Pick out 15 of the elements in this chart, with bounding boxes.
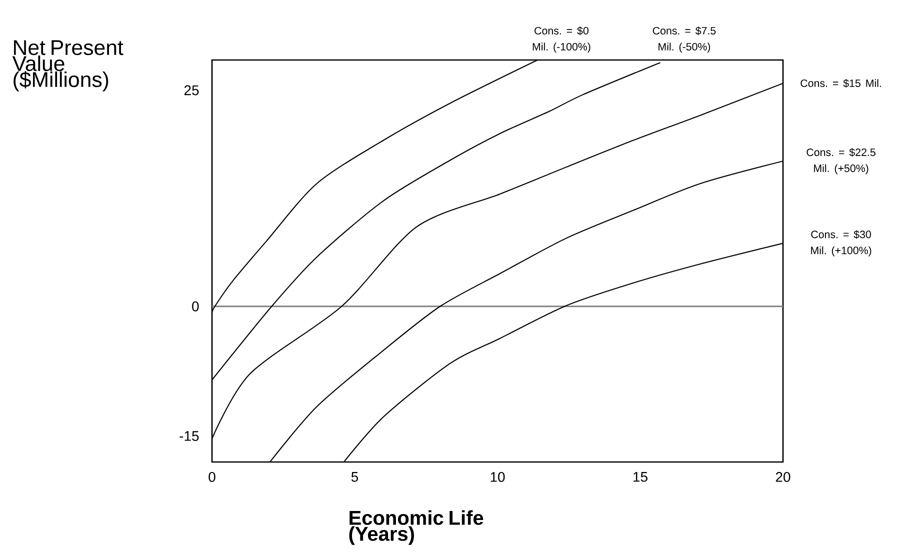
series-label: Cons. = $15 Mil. [800,79,881,88]
x-tick-label: 0 [208,472,216,482]
y-tick-label: 0 [192,301,199,312]
x-axis-title: Economic Life (Years) [349,510,484,545]
text: Cons. = $30 Mil. (+100%) [811,230,872,256]
y-tick-label: -15 [180,431,199,441]
series-label: Cons. = $0 Mil. (-100%) [532,26,590,53]
y-tick-label: 25 [184,85,199,96]
text: Cons. = $22.5 Mil. (+50%) [806,148,876,174]
x-tick-label: 10 [490,472,505,482]
x-tick-label: 5 [351,472,358,482]
x-tick-label: 20 [776,472,790,482]
x-tick-label: 15 [634,472,648,482]
series-label: Cons. = $7.5 Mil. (-50%) [652,26,716,53]
y-axis-title: Net Present Value ($Millions) [12,40,124,92]
